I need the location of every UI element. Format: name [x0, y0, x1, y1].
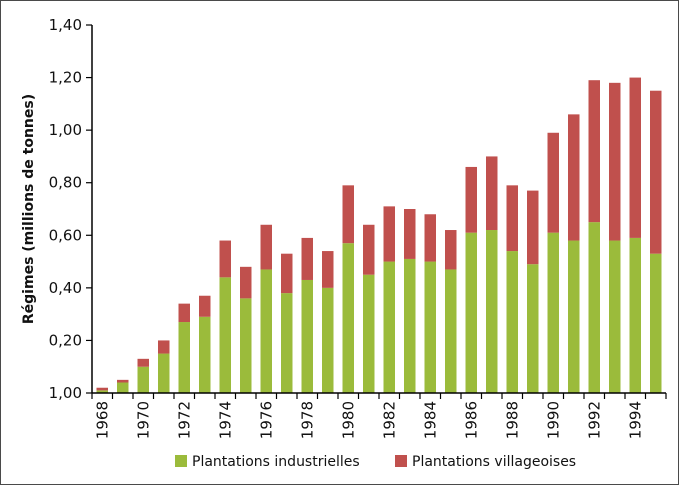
bar-plantations-villageoises-1970	[137, 358, 149, 367]
bar-plantations-villageoises-1975	[240, 266, 252, 299]
legend-label-plantations-industrielles: Plantations industrielles	[192, 454, 360, 470]
bar-plantations-industrielles-1980	[342, 243, 354, 393]
x-axis-ticks: 1968 1970 1972 1974 1976 1978 1980 1982 1984 1986…	[91, 393, 667, 439]
bar-plantations-industrielles-1979	[322, 287, 334, 393]
bar-plantations-villageoises-1983	[404, 209, 416, 259]
bar-plantations-industrielles-1992	[588, 222, 600, 393]
bar-plantations-villageoises-1973	[199, 295, 211, 317]
bar-plantations-industrielles-1974	[219, 277, 231, 393]
x-tick-label: 1978	[298, 401, 316, 439]
bar-plantations-industrielles-1973	[199, 316, 211, 393]
bar-plantations-industrielles-1995	[650, 253, 662, 393]
legend: Plantations industrielles Plantations vi…	[175, 454, 576, 470]
bar-plantations-industrielles-1984	[424, 261, 436, 393]
x-tick-label: 1984	[421, 401, 439, 439]
legend-swatch-plantations-villageoises	[395, 455, 407, 467]
bar-plantations-industrielles-1975	[240, 298, 252, 393]
legend-label-plantations-villageoises: Plantations villageoises	[412, 454, 576, 470]
bar-plantations-villageoises-1995	[650, 90, 662, 254]
bar-plantations-villageoises-1987	[486, 156, 498, 231]
bar-plantations-industrielles-1987	[486, 230, 498, 393]
bar-plantations-industrielles-1989	[527, 264, 539, 393]
bar-plantations-industrielles-1972	[178, 322, 190, 393]
bar-plantations-villageoises-1984	[424, 214, 436, 262]
x-tick-label: 1970	[134, 401, 152, 439]
bar-plantations-villageoises-1982	[383, 206, 395, 262]
bar-plantations-villageoises-1971	[158, 340, 170, 354]
y-tick-label: 0,40	[49, 279, 82, 297]
x-tick-label: 1976	[257, 401, 275, 439]
x-tick-label: 1980	[339, 401, 357, 439]
y-tick-label: 0,80	[49, 174, 82, 192]
bar-plantations-industrielles-1982	[383, 261, 395, 393]
legend-swatch-plantations-industrielles	[175, 455, 187, 467]
bar-plantations-villageoises-1990	[547, 132, 559, 233]
bar-plantations-industrielles-1983	[404, 258, 416, 393]
bar-plantations-villageoises-1974	[219, 240, 231, 278]
y-tick-label: 0,60	[49, 226, 82, 244]
y-tick-label: 1,40	[49, 16, 82, 34]
y-tick-label: 1,00	[49, 384, 82, 402]
bar-plantations-industrielles-1977	[281, 293, 293, 393]
x-tick-label: 1988	[503, 401, 521, 439]
x-tick-label: 1990	[544, 401, 562, 439]
bar-plantations-industrielles-1976	[260, 269, 272, 393]
bar-plantations-villageoises-1968	[96, 387, 108, 391]
x-tick-label: 1982	[380, 401, 398, 439]
bar-plantations-industrielles-1970	[137, 366, 149, 393]
bar-plantations-villageoises-1992	[588, 80, 600, 223]
bar-plantations-industrielles-1986	[465, 232, 477, 393]
bar-plantations-villageoises-1991	[568, 114, 580, 241]
bar-plantations-villageoises-1977	[281, 253, 293, 294]
bar-plantations-villageoises-1988	[506, 185, 518, 252]
bar-plantations-villageoises-1994	[629, 77, 641, 238]
y-tick-label: 1,00	[49, 121, 82, 139]
bar-plantations-villageoises-1980	[342, 185, 354, 244]
bar-plantations-industrielles-1985	[445, 269, 457, 393]
y-axis-ticks: 1,00 0,20 0,40 0,60 0,80 1,00 1,20 1,40	[49, 16, 92, 402]
bar-plantations-villageoises-1969	[117, 379, 129, 383]
y-axis-title: Régimes (millions de tonnes)	[21, 94, 37, 324]
bars-layer	[96, 77, 662, 393]
x-tick-label: 1994	[626, 401, 644, 439]
bar-plantations-industrielles-1969	[117, 382, 129, 393]
bar-plantations-villageoises-1993	[609, 82, 621, 241]
bar-plantations-villageoises-1976	[260, 224, 272, 270]
bar-plantations-industrielles-1991	[568, 240, 580, 393]
bar-plantations-industrielles-1990	[547, 232, 559, 393]
bar-plantations-villageoises-1972	[178, 303, 190, 323]
bar-plantations-industrielles-1993	[609, 240, 621, 393]
x-tick-label: 1992	[585, 401, 603, 439]
x-tick-label: 1968	[93, 401, 111, 439]
bar-plantations-industrielles-1988	[506, 251, 518, 393]
bar-plantations-industrielles-1971	[158, 353, 170, 393]
bar-plantations-villageoises-1989	[527, 190, 539, 265]
x-tick-label: 1974	[216, 401, 234, 439]
bar-plantations-industrielles-1968	[96, 390, 108, 393]
bar-plantations-industrielles-1978	[301, 279, 313, 393]
x-tick-label: 1986	[462, 401, 480, 439]
x-tick-label: 1972	[175, 401, 193, 439]
bar-plantations-villageoises-1985	[445, 230, 457, 270]
bar-plantations-villageoises-1979	[322, 251, 334, 288]
axes-layer	[91, 25, 666, 394]
y-tick-label: 1,20	[49, 69, 82, 87]
bar-plantations-villageoises-1981	[363, 224, 375, 275]
bar-plantations-industrielles-1994	[629, 237, 641, 393]
bar-plantations-villageoises-1978	[301, 237, 313, 280]
bar-plantations-industrielles-1981	[363, 274, 375, 393]
y-tick-label: 0,20	[49, 331, 82, 349]
bar-plantations-villageoises-1986	[465, 166, 477, 233]
